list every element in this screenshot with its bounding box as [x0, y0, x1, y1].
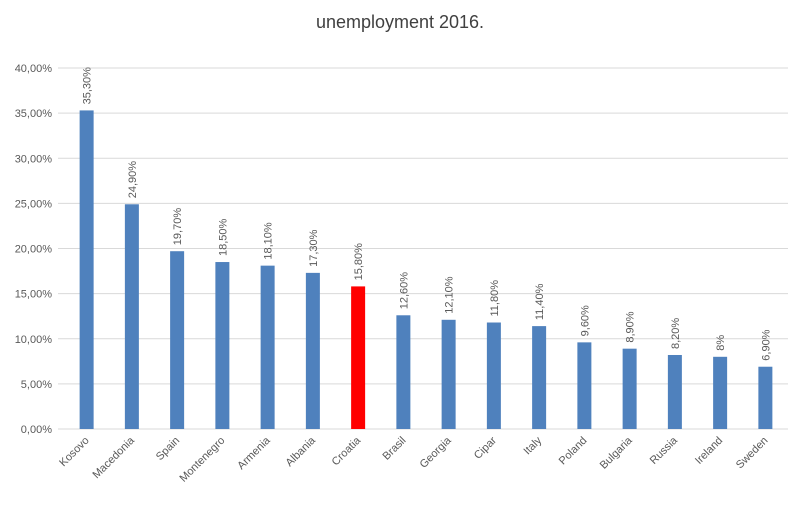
- bar: [622, 348, 637, 429]
- x-tick-label: Spain: [154, 435, 182, 463]
- chart-title: unemployment 2016.: [316, 12, 484, 32]
- y-tick-label: 10,00%: [15, 334, 53, 346]
- x-tick-label: Brasil: [381, 435, 409, 463]
- bar: [758, 366, 773, 429]
- value-label: 11,40%: [534, 283, 546, 320]
- value-label: 11,80%: [489, 280, 501, 317]
- value-label: 24,90%: [127, 161, 139, 199]
- x-tick-label: Poland: [557, 435, 590, 468]
- bar: [260, 265, 275, 429]
- value-label: 17,30%: [308, 229, 320, 267]
- bar: [713, 356, 728, 429]
- x-tick-label: Cipar: [472, 434, 499, 461]
- bar: [486, 322, 501, 429]
- value-label: 6,90%: [760, 329, 772, 360]
- x-tick-label: Sweden: [734, 435, 771, 472]
- value-label: 19,70%: [172, 208, 184, 246]
- y-tick-label: 0,00%: [21, 424, 52, 436]
- bar: [79, 110, 94, 429]
- value-label: 18,50%: [217, 219, 229, 257]
- value-label: 8,90%: [625, 311, 637, 342]
- x-tick-label: Italy: [521, 434, 544, 457]
- x-tick-label: Bulgaria: [598, 434, 636, 472]
- bar: [170, 251, 185, 429]
- x-tick-label: Croatia: [330, 434, 364, 468]
- value-label: 15,80%: [353, 243, 365, 281]
- bar: [577, 342, 592, 429]
- y-tick-label: 35,00%: [15, 108, 53, 120]
- x-tick-label: Montenegro: [177, 435, 227, 485]
- bar: [441, 319, 456, 429]
- bar: [396, 315, 411, 429]
- x-tick-label: Russia: [648, 434, 681, 467]
- x-tick-label: Kosovo: [57, 435, 91, 469]
- x-tick-label: Ireland: [693, 435, 725, 467]
- y-tick-label: 25,00%: [15, 198, 53, 210]
- y-tick-label: 5,00%: [21, 379, 52, 391]
- value-label: 8,20%: [670, 318, 682, 349]
- y-tick-label: 40,00%: [15, 63, 53, 75]
- value-label: 9,60%: [579, 305, 591, 336]
- bar: [305, 272, 320, 429]
- value-label: 35,30%: [82, 67, 94, 105]
- value-label: 12,10%: [444, 276, 456, 314]
- x-tick-label: Albania: [284, 434, 319, 469]
- value-label: 12,60%: [398, 272, 410, 310]
- y-tick-label: 20,00%: [15, 244, 53, 256]
- y-tick-label: 30,00%: [15, 153, 53, 165]
- value-label: 8%: [715, 335, 727, 351]
- bar: [351, 286, 366, 429]
- x-tick-label: Georgia: [418, 434, 455, 471]
- x-tick-label: Macedonia: [90, 434, 137, 481]
- value-label: 18,10%: [263, 222, 275, 260]
- bar: [124, 204, 139, 429]
- x-tick-label: Armenia: [235, 434, 273, 472]
- bar: [667, 354, 682, 429]
- y-tick-label: 15,00%: [15, 289, 53, 301]
- bar: [532, 326, 547, 429]
- bar: [215, 262, 230, 429]
